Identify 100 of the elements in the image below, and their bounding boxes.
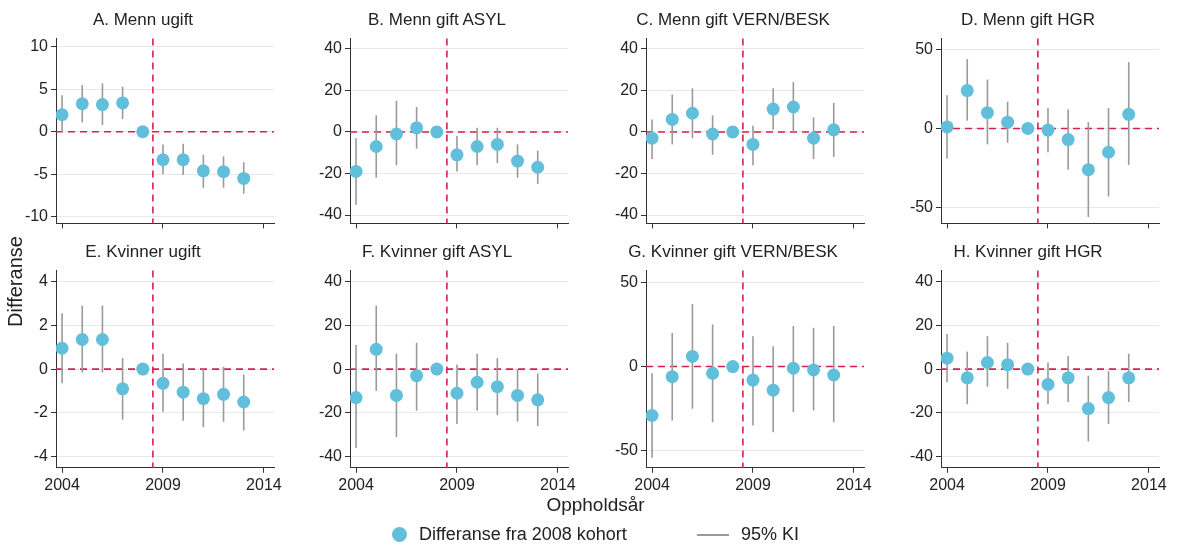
point: [389, 388, 403, 402]
point: [95, 98, 109, 112]
y-tick-label: -40: [614, 205, 639, 223]
point: [450, 386, 464, 400]
point: [960, 84, 974, 98]
point: [1061, 371, 1075, 385]
y-axis-title: Differanse: [3, 236, 27, 327]
point: [389, 127, 403, 141]
point: [827, 123, 841, 137]
point: [1122, 371, 1136, 385]
point: [726, 360, 740, 374]
point: [1081, 163, 1095, 177]
point: [685, 349, 699, 363]
point: [156, 153, 170, 167]
chart-title: C. Menn gift VERN/BESK: [636, 9, 831, 29]
y-tick-label: -20: [318, 163, 343, 181]
point: [56, 341, 69, 355]
y-tick-label: 40: [324, 39, 343, 57]
point: [1021, 122, 1035, 136]
point: [706, 366, 720, 380]
point: [746, 137, 760, 151]
chart-title: E. Kvinner ugift: [85, 241, 201, 261]
point: [1041, 123, 1055, 137]
point: [941, 351, 954, 365]
point: [470, 139, 484, 153]
point: [766, 102, 780, 116]
y-tick-label: -20: [614, 163, 639, 181]
point: [350, 164, 363, 178]
point: [807, 363, 821, 377]
x-tick-label: 2009: [145, 475, 181, 493]
y-tick-label: 0: [39, 359, 49, 377]
point: [490, 380, 504, 394]
y-tick-label: -2: [33, 403, 49, 421]
chart-title: G. Kvinner gift VERN/BESK: [628, 241, 839, 261]
point: [410, 369, 424, 383]
point: [646, 409, 659, 422]
x-tick-label: 2009: [1030, 475, 1066, 493]
point: [217, 165, 231, 179]
chart-title: H. Kvinner gift HGR: [953, 241, 1103, 261]
y-tick-label: 4: [39, 271, 49, 289]
y-tick-label: -20: [909, 403, 934, 421]
x-tick-label: 2014: [836, 475, 872, 493]
y-tick-label: -5: [33, 164, 49, 182]
y-tick-label: 40: [324, 271, 343, 289]
y-tick-label: 2: [39, 315, 49, 333]
point: [960, 371, 974, 385]
point: [196, 164, 210, 178]
point: [511, 154, 525, 168]
point: [430, 362, 444, 376]
y-tick-label: 0: [629, 122, 639, 140]
point: [217, 387, 231, 401]
y-tick-label: -40: [318, 447, 343, 465]
y-tick-label: -4: [33, 447, 49, 465]
y-tick-label: 0: [333, 122, 343, 140]
y-tick-label: 20: [915, 315, 934, 333]
y-tick-label: 20: [620, 80, 639, 98]
y-tick-label: 10: [30, 37, 49, 55]
point: [531, 393, 545, 407]
point: [1122, 107, 1136, 121]
point: [490, 137, 504, 151]
point: [511, 388, 525, 402]
point: [980, 356, 994, 370]
point: [1081, 402, 1095, 416]
point: [176, 153, 190, 167]
point: [941, 120, 954, 134]
y-tick-label: 0: [333, 359, 343, 377]
point: [807, 131, 821, 145]
chart-title: D. Menn gift HGR: [960, 9, 1096, 29]
x-tick-label: 2014: [246, 475, 282, 493]
point: [766, 383, 780, 397]
y-tick-label: -20: [318, 403, 343, 421]
chart-title: A. Menn ugift: [92, 9, 194, 29]
point: [706, 127, 720, 141]
point: [116, 96, 130, 110]
y-tick-label: 0: [39, 122, 49, 140]
text: 95% KI: [740, 524, 799, 545]
point: [430, 125, 444, 139]
point: [410, 121, 424, 135]
point: [746, 373, 760, 387]
point: [726, 125, 740, 139]
point: [95, 332, 109, 346]
x-tick-label: 2009: [735, 475, 771, 493]
point: [1001, 358, 1015, 372]
legend-label: Differanse fra 2008 kohort: [419, 524, 627, 545]
point: [116, 382, 130, 396]
point: [136, 125, 150, 139]
y-tick-label: 50: [620, 272, 639, 290]
point: [786, 100, 800, 114]
point: [156, 376, 170, 390]
chart-title: F. Kvinner gift ASYL: [361, 241, 513, 261]
y-tick-label: 20: [324, 315, 343, 333]
point: [980, 106, 994, 120]
x-tick-label: 2014: [540, 475, 576, 493]
y-tick-label: -50: [614, 441, 639, 459]
x-axis-title: Oppholdsår: [545, 494, 646, 516]
point: [75, 97, 89, 111]
y-tick-label: -10: [24, 207, 49, 225]
x-tick-label: 2004: [929, 475, 965, 493]
point: [1021, 362, 1035, 376]
y-tick-label: 50: [915, 39, 934, 57]
